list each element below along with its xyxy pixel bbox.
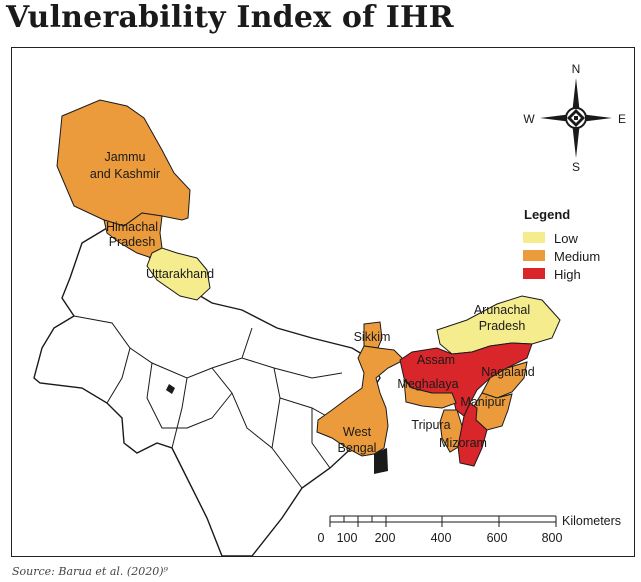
map-canvas: Jammu and Kashmir Himachal Pradesh Uttar… — [33, 62, 626, 557]
label-assam: Assam — [417, 353, 455, 367]
label-manipur: Manipur — [460, 395, 505, 409]
region-west-bengal — [316, 345, 405, 457]
scale-unit: Kilometers — [562, 514, 621, 528]
label-arunachal-pradesh-1: Arunachal — [474, 303, 530, 317]
label-west-bengal-1: West — [343, 425, 372, 439]
map-frame: Jammu and Kashmir Himachal Pradesh Uttar… — [11, 47, 635, 557]
scale-tick-100: 100 — [337, 531, 358, 545]
region-mizoram — [457, 402, 488, 467]
label-sikkim: Sikkim — [354, 330, 391, 344]
compass-rose-icon — [540, 78, 612, 158]
scale-tick-0: 0 — [318, 531, 325, 545]
legend-swatch-low — [523, 232, 545, 243]
label-west-bengal-2: Bengal — [338, 441, 377, 455]
label-jammu-and-kashmir-1: Jammu — [105, 150, 146, 164]
compass-west: W — [523, 112, 535, 126]
scale-tick-400: 400 — [431, 531, 452, 545]
label-himachal-pradesh-2: Pradesh — [109, 235, 156, 249]
label-arunachal-pradesh-2: Pradesh — [479, 319, 526, 333]
label-tripura: Tripura — [411, 418, 450, 432]
label-uttarakhand: Uttarakhand — [146, 267, 214, 281]
region-meghalaya — [403, 378, 457, 409]
india-outline — [33, 227, 381, 557]
scale-tick-600: 600 — [487, 531, 508, 545]
legend-label-low: Low — [554, 231, 578, 246]
map-title: Vulnerability Index of IHR — [6, 0, 454, 35]
legend-swatch-high — [523, 268, 545, 279]
compass-south: S — [572, 160, 580, 174]
state-boundaries — [73, 315, 343, 489]
label-jammu-and-kashmir-2: and Kashmir — [90, 167, 160, 181]
legend-label-high: High — [554, 267, 581, 282]
label-meghalaya: Meghalaya — [397, 377, 458, 391]
legend-label-medium: Medium — [554, 249, 600, 264]
legend: Legend Low Medium High — [523, 207, 600, 282]
label-nagaland: Nagaland — [481, 365, 535, 379]
label-himachal-pradesh-1: Himachal — [106, 220, 158, 234]
scale-tick-200: 200 — [375, 531, 396, 545]
scale-bar — [329, 515, 557, 527]
legend-swatch-medium — [523, 250, 545, 261]
region-uttarakhand — [146, 247, 211, 301]
scale-tick-800: 800 — [542, 531, 563, 545]
source-citation: Source: Barua et al. (2020)⁹ — [12, 565, 168, 578]
compass-north: N — [572, 62, 581, 76]
legend-title: Legend — [524, 207, 570, 222]
region-jammu-and-kashmir — [56, 99, 191, 227]
region-sikkim — [363, 321, 383, 349]
compass-east: E — [618, 112, 626, 126]
label-mizoram: Mizoram — [439, 436, 487, 450]
region-tripura — [439, 409, 463, 453]
